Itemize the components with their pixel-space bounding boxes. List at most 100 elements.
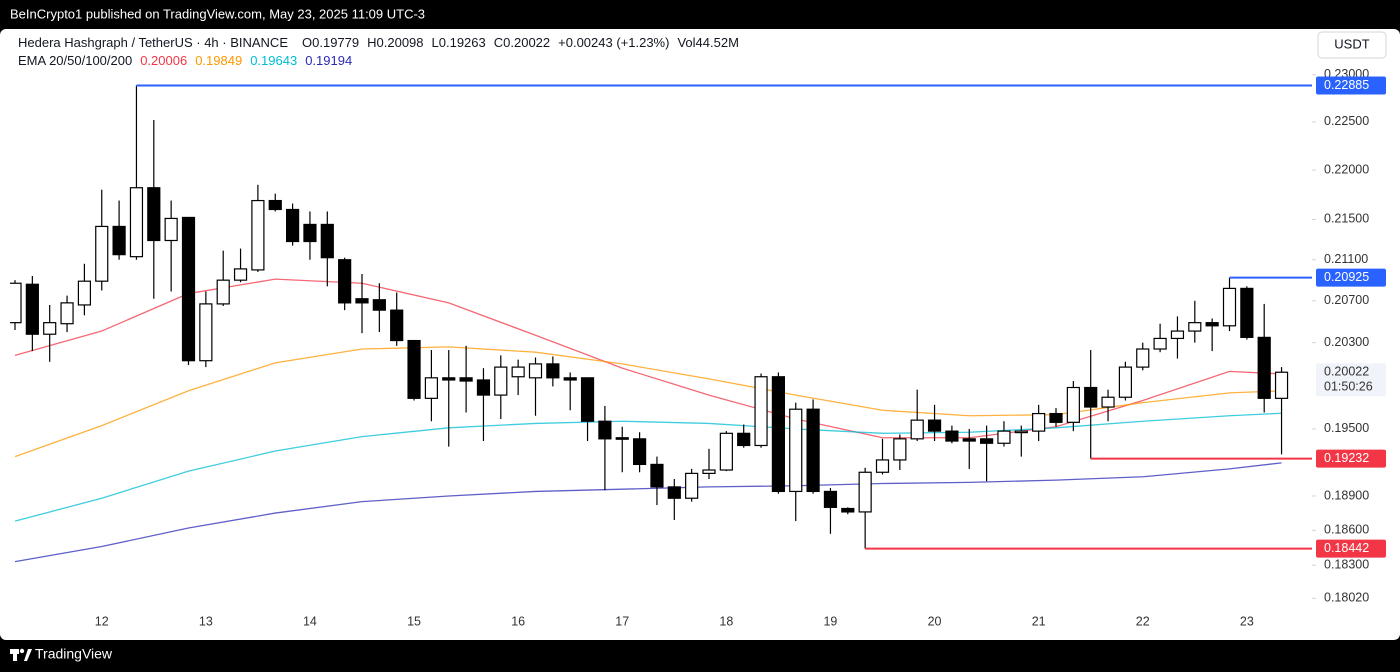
candle-body — [580, 377, 595, 422]
ema-value: 0.19194 — [305, 53, 352, 68]
level-label: 0.18442 — [1324, 541, 1369, 555]
plot-area — [10, 84, 1312, 563]
x-tick-label: 23 — [1240, 614, 1254, 628]
brand-logo — [10, 648, 32, 661]
candle-body — [910, 419, 924, 440]
x-tick-label: 16 — [511, 614, 525, 628]
candle-body — [632, 438, 647, 466]
current-price-box — [1316, 363, 1386, 397]
candle-body — [719, 432, 733, 471]
ema-label: EMA 20/50/100/200 — [18, 53, 132, 68]
candle-body — [1170, 330, 1185, 340]
ohlc-value: 0.20022 — [503, 35, 550, 50]
candle-body — [1066, 386, 1080, 423]
candle-body — [1153, 337, 1167, 350]
ohlc-label: L — [432, 35, 439, 50]
candle-body — [286, 208, 300, 243]
x-tick-label: 18 — [719, 614, 733, 628]
change: +0.00243 (+1.23%) — [558, 35, 669, 50]
x-tick-label: 15 — [407, 614, 421, 628]
level-label-box — [1316, 268, 1386, 287]
candle-body — [147, 187, 161, 242]
candle-body — [181, 216, 196, 362]
ema-line — [14, 278, 1282, 439]
candle-body — [1101, 396, 1115, 408]
ema-value: 0.19643 — [250, 53, 297, 68]
candle-body — [459, 377, 473, 382]
price-axis: 0.230000.225000.220000.215000.211000.207… — [1312, 67, 1386, 605]
ohlc-label: O — [302, 35, 312, 50]
candle-body — [390, 309, 404, 342]
level-label-box — [1316, 76, 1386, 95]
candle-body — [528, 363, 543, 379]
candle-body — [233, 268, 248, 281]
candle-body — [164, 217, 178, 242]
candle-body — [1205, 322, 1219, 327]
candle-body — [615, 437, 629, 440]
chart-panel — [0, 29, 1400, 640]
level-label-box — [1316, 539, 1386, 558]
candle-body — [1032, 412, 1046, 432]
ema-value: 0.19849 — [195, 53, 242, 68]
candle-body — [1136, 348, 1150, 368]
symbol-legend: Hedera Hashgraph / TetherUS · 4h · BINAN… — [18, 35, 739, 50]
candle-body — [320, 223, 334, 259]
x-tick-label: 20 — [928, 614, 942, 628]
candle-body — [927, 419, 942, 432]
candle-body — [372, 299, 386, 311]
x-tick-label: 19 — [823, 614, 837, 628]
ema-value: 0.20006 — [140, 53, 187, 68]
candle-body — [129, 187, 144, 258]
candle-body — [979, 438, 994, 444]
candle-body — [407, 339, 421, 399]
y-tick-label: 0.22500 — [1324, 114, 1369, 128]
ohlc-label: C — [494, 35, 503, 50]
x-tick-label: 21 — [1032, 614, 1046, 628]
candle-body — [1049, 412, 1063, 423]
candle-body — [997, 430, 1011, 444]
x-tick-label: 13 — [199, 614, 213, 628]
candle-body — [216, 279, 230, 305]
candle-body — [60, 302, 74, 325]
x-tick-label: 17 — [615, 614, 629, 628]
candle-body — [442, 377, 456, 381]
y-tick-label: 0.21500 — [1324, 212, 1369, 226]
x-tick-label: 22 — [1136, 614, 1150, 628]
candle-body — [650, 463, 664, 488]
candle-body — [303, 223, 317, 243]
y-tick-label: 0.18300 — [1324, 557, 1369, 571]
candle-body — [546, 363, 560, 379]
candle-body — [1118, 366, 1133, 398]
level-label: 0.20925 — [1324, 270, 1369, 284]
currency-label: USDT — [1334, 36, 1369, 51]
candle-body — [754, 376, 768, 447]
candle-body — [737, 432, 751, 447]
candle-body — [251, 199, 265, 271]
y-tick-label: 0.18600 — [1324, 523, 1369, 537]
candle-body — [494, 366, 508, 396]
x-tick-label: 12 — [95, 614, 109, 628]
candle-body — [95, 225, 109, 282]
y-tick-label: 0.20300 — [1324, 335, 1369, 349]
volume-label: Vol — [677, 35, 695, 50]
level-label-box — [1316, 449, 1386, 468]
symbol: Hedera Hashgraph / TetherUS · 4h · BINAN… — [18, 35, 288, 50]
candle-body — [112, 225, 126, 256]
candle-body — [43, 322, 57, 335]
candle-body — [25, 283, 39, 335]
candle-body — [338, 259, 352, 304]
x-tick-label: 14 — [303, 614, 317, 628]
candle-body — [945, 430, 959, 442]
level-label: 0.22885 — [1324, 78, 1369, 92]
y-tick-label: 0.21100 — [1324, 252, 1368, 266]
ema-legend: EMA 20/50/100/200 0.20006 0.19849 0.19643 0.… — [18, 53, 352, 68]
currency-button[interactable] — [1317, 31, 1387, 59]
brand: TradingView — [35, 646, 113, 662]
candle-body — [563, 377, 577, 381]
candle-body — [1222, 287, 1237, 327]
candle-body — [1014, 430, 1028, 434]
candle-body — [789, 408, 803, 493]
candle-body — [771, 376, 786, 493]
y-tick-label: 0.20700 — [1324, 293, 1369, 307]
